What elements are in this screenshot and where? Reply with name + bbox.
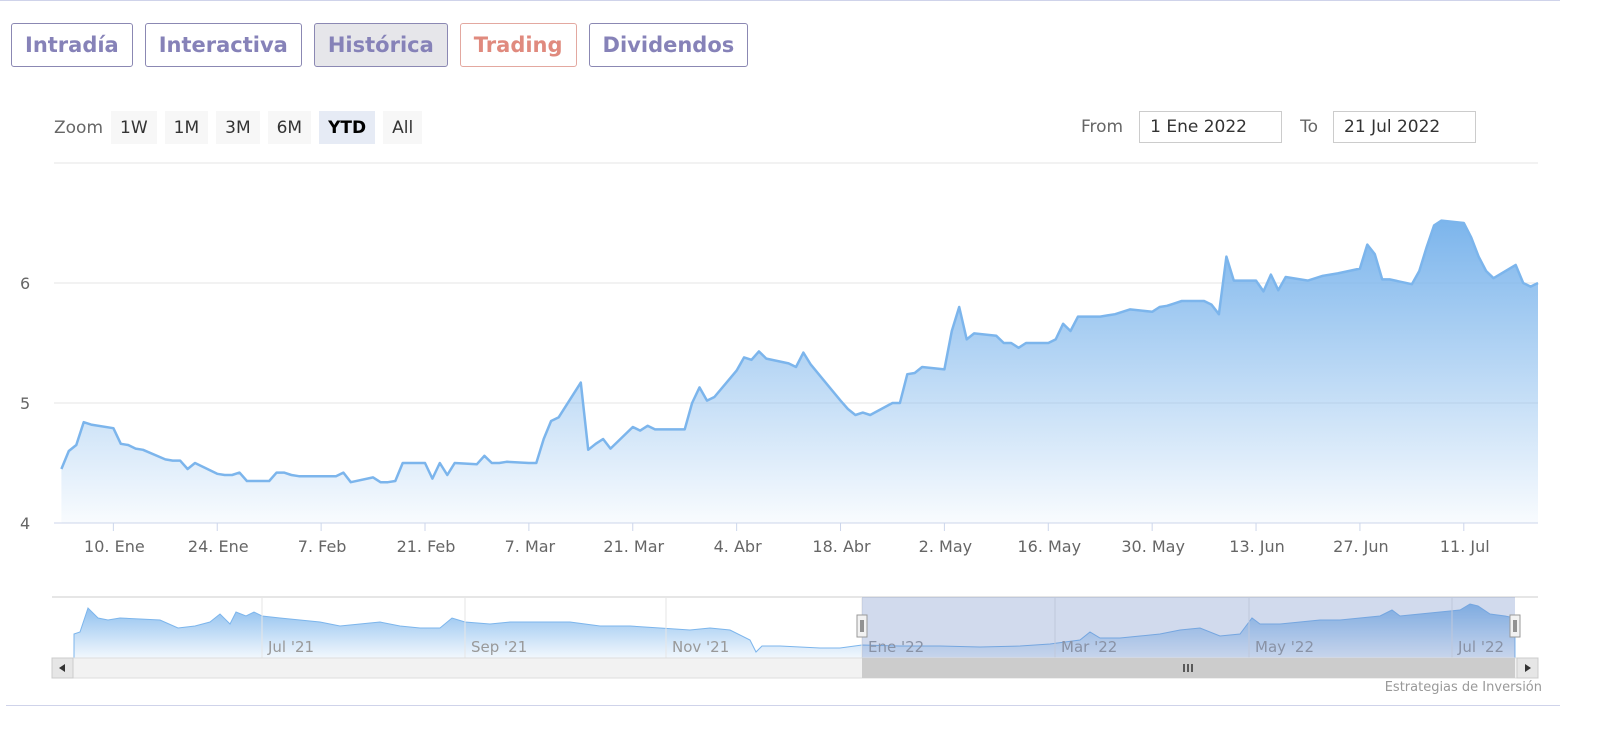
- navigator-tick-label: Nov '21: [672, 638, 729, 656]
- zoom-all-button[interactable]: All: [383, 111, 423, 144]
- zoom-selector: Zoom 1W 1M 3M 6M YTD All: [54, 111, 430, 144]
- x-tick-label: 21. Feb: [397, 537, 456, 556]
- y-tick-label: 5: [20, 394, 30, 413]
- navigator-left-handle[interactable]: [856, 614, 868, 638]
- tab-historica[interactable]: Histórica: [313, 23, 448, 67]
- zoom-1w-button[interactable]: 1W: [111, 111, 157, 144]
- scrollbar[interactable]: [51, 657, 1539, 679]
- x-tick-label: 24. Ene: [188, 537, 249, 556]
- tab-intradia[interactable]: Intradía: [11, 23, 133, 67]
- x-tick-label: 10. Ene: [84, 537, 145, 556]
- navigator-tick-label: Sep '21: [471, 638, 527, 656]
- navigator-tick-label: Ene '22: [868, 638, 924, 656]
- price-line: [60, 219, 1539, 484]
- zoom-1m-button[interactable]: 1M: [164, 111, 209, 144]
- x-tick-label: 11. Jul: [1440, 537, 1490, 556]
- x-tick-label: 27. Jun: [1333, 537, 1389, 556]
- date-range: From 1 Ene 2022 To 21 Jul 2022: [1081, 111, 1477, 143]
- navigator-tick-label: Mar '22: [1061, 638, 1117, 656]
- grip-icon: [1183, 664, 1193, 672]
- from-label: From: [1081, 117, 1124, 137]
- tab-interactiva[interactable]: Interactiva: [144, 23, 302, 67]
- x-axis: 10. Ene 24. Ene 7. Feb 21. Feb 7. Mar 21. Mar…: [84, 523, 1490, 556]
- to-date-input[interactable]: 21 Jul 2022: [1333, 111, 1477, 143]
- x-tick-label: 16. May: [1017, 537, 1081, 556]
- view-tabs: Intradía Interactiva Histórica Trading D…: [11, 23, 749, 67]
- x-tick-label: 4. Abr: [714, 537, 762, 556]
- zoom-label: Zoom: [54, 117, 104, 138]
- arrow-right-icon: [1525, 664, 1531, 672]
- tab-trading[interactable]: Trading: [459, 23, 577, 67]
- y-axis: 4 5 6: [20, 274, 30, 533]
- x-tick-label: 30. May: [1121, 537, 1185, 556]
- x-tick-label: 13. Jun: [1229, 537, 1285, 556]
- y-tick-label: 6: [20, 274, 30, 293]
- x-tick-label: 7. Mar: [505, 537, 556, 556]
- navigator-tick-label: May '22: [1255, 638, 1314, 656]
- price-area: [61, 220, 1538, 523]
- bottom-divider: [6, 705, 1560, 706]
- navigator-axis: Jul '21 Sep '21 Nov '21 Ene '22 Mar '22 May '…: [261, 597, 1504, 658]
- top-divider: [0, 0, 1560, 1]
- chart-credit: Estrategias de Inversión: [1384, 680, 1542, 695]
- navigator-tick-label: Jul '21: [267, 638, 314, 656]
- navigator-tick-label: Jul '22: [1457, 638, 1504, 656]
- zoom-ytd-button[interactable]: YTD: [319, 111, 376, 144]
- y-tick-label: 4: [20, 514, 30, 533]
- zoom-6m-button[interactable]: 6M: [267, 111, 312, 144]
- x-tick-label: 7. Feb: [298, 537, 347, 556]
- zoom-3m-button[interactable]: 3M: [216, 111, 260, 144]
- to-label: To: [1300, 117, 1319, 137]
- arrow-left-icon: [59, 664, 65, 672]
- navigator-selected-range[interactable]: [862, 597, 1515, 658]
- navigator-right-handle[interactable]: [1509, 614, 1521, 638]
- x-tick-label: 18. Abr: [812, 537, 871, 556]
- navigator: Jul '21 Sep '21 Nov '21 Ene '22 Mar '22 May '…: [52, 596, 1538, 659]
- x-tick-label: 21. Mar: [603, 537, 664, 556]
- x-tick-label: 2. May: [919, 537, 972, 556]
- navigator-area: [73, 603, 1516, 659]
- from-date-input[interactable]: 1 Ene 2022: [1139, 111, 1283, 143]
- tab-dividendos[interactable]: Dividendos: [588, 23, 749, 67]
